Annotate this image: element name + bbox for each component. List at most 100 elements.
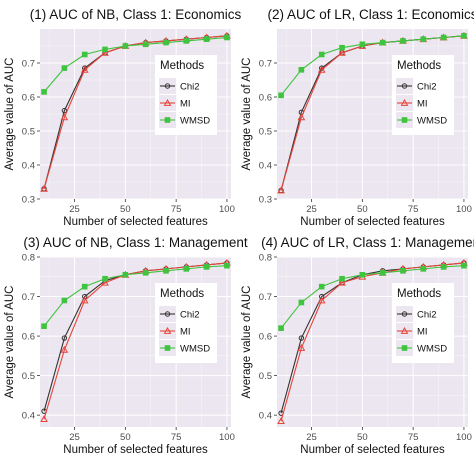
legend-label-wmsd: WMSD xyxy=(180,116,210,127)
legend-key-marker-wmsd xyxy=(164,117,171,123)
x-tick-label: 50 xyxy=(357,204,368,215)
data-point-wmsd xyxy=(183,266,190,272)
legend: Methods Chi2 MI WMSD xyxy=(155,55,217,135)
x-axis-label: Number of selected features xyxy=(63,444,208,453)
y-tick-label: 0.5 xyxy=(22,371,35,382)
data-point-wmsd xyxy=(420,266,427,272)
data-point-mi xyxy=(338,278,346,286)
data-point-wmsd xyxy=(440,264,447,270)
y-tick-label: 0.4 xyxy=(22,411,35,422)
y-axis-label: Average value of AUC xyxy=(241,286,253,399)
y-axis-label: Average value of AUC xyxy=(4,286,16,399)
y-tick-label: 0.5 xyxy=(22,127,35,138)
data-point-wmsd xyxy=(224,262,230,269)
series-line-mi xyxy=(43,262,227,420)
data-point-mi xyxy=(101,48,109,56)
data-point-wmsd xyxy=(278,92,284,99)
x-tick-label: 50 xyxy=(357,432,368,443)
data-point-wmsd xyxy=(122,43,129,49)
series-line-wmsd xyxy=(43,265,227,327)
data-point-wmsd xyxy=(359,41,366,48)
legend-key-marker-chi2 xyxy=(164,83,171,89)
legend-label-chi2: Chi2 xyxy=(417,310,437,321)
x-tick-label: 75 xyxy=(171,204,182,215)
y-tick-label: 0.7 xyxy=(22,292,35,303)
legend: Methods Chi2 MI WMSD xyxy=(392,283,454,363)
legend-title: Methods xyxy=(397,60,441,72)
y-tick-label: 0.8 xyxy=(259,253,272,264)
legend-title: Methods xyxy=(160,288,204,300)
y-tick-label: 0.8 xyxy=(22,253,35,264)
data-point-mi xyxy=(101,278,109,286)
data-point-wmsd xyxy=(183,38,190,44)
data-point-mi xyxy=(60,345,69,353)
legend-key-marker-mi xyxy=(400,326,409,334)
x-tick-label: 25 xyxy=(306,432,317,443)
data-point-wmsd xyxy=(102,275,108,282)
y-tick-label: 0.5 xyxy=(259,127,272,138)
data-point-chi2 xyxy=(298,335,305,341)
x-tick-label: 100 xyxy=(219,204,235,215)
data-point-chi2 xyxy=(82,293,88,300)
legend: Methods Chi2 MI WMSD xyxy=(392,55,454,135)
x-tick-label: 25 xyxy=(69,432,80,443)
y-tick-label: 0.6 xyxy=(22,332,35,343)
x-tick-label: 50 xyxy=(120,204,131,215)
y-tick-label: 0.4 xyxy=(259,161,272,172)
data-point-wmsd xyxy=(142,41,149,48)
data-point-wmsd xyxy=(61,65,68,71)
legend-label-mi: MI xyxy=(180,327,191,338)
y-tick-label: 0.7 xyxy=(259,292,272,303)
data-point-mi xyxy=(297,113,306,121)
data-point-wmsd xyxy=(318,283,325,290)
legend-label-wmsd: WMSD xyxy=(180,344,210,355)
x-tick-label: 75 xyxy=(408,204,419,215)
data-point-mi xyxy=(297,343,306,351)
data-point-wmsd xyxy=(81,51,88,58)
data-point-wmsd xyxy=(61,297,68,304)
data-point-wmsd xyxy=(339,275,345,282)
legend-key-marker-wmsd xyxy=(401,345,408,351)
chart-title: (2) AUC of LR, Class 1: Economics xyxy=(267,7,474,22)
data-point-mi xyxy=(317,65,326,73)
y-tick-label: 0.4 xyxy=(22,161,35,172)
x-tick-label: 25 xyxy=(69,204,80,215)
data-point-mi xyxy=(317,296,326,304)
data-point-wmsd xyxy=(142,270,149,276)
legend-key-marker-mi xyxy=(400,98,409,106)
x-tick-label: 100 xyxy=(219,432,235,443)
legend-key-marker-mi xyxy=(163,326,172,334)
data-point-wmsd xyxy=(461,33,467,39)
legend-label-chi2: Chi2 xyxy=(180,310,200,321)
legend-title: Methods xyxy=(160,60,204,72)
data-point-wmsd xyxy=(339,44,345,51)
data-point-mi xyxy=(40,184,48,192)
legend-title: Methods xyxy=(397,288,441,300)
x-axis-label: Number of selected features xyxy=(300,216,445,228)
data-point-wmsd xyxy=(318,51,325,58)
data-point-mi xyxy=(40,415,48,422)
chart-panel-2: (2) AUC of LR, Class 1: Economics 0.3 0.4 0… xyxy=(241,7,474,228)
x-tick-label: 75 xyxy=(408,432,419,443)
legend-key-marker-chi2 xyxy=(401,83,408,89)
x-tick-label: 25 xyxy=(306,204,317,215)
data-point-mi xyxy=(80,296,89,304)
x-axis-label: Number of selected features xyxy=(63,216,208,228)
legend-label-chi2: Chi2 xyxy=(417,82,437,93)
y-tick-label: 0.6 xyxy=(259,332,272,343)
data-point-wmsd xyxy=(163,268,169,274)
data-point-wmsd xyxy=(298,299,305,306)
data-point-wmsd xyxy=(400,38,406,44)
data-point-mi xyxy=(277,417,285,424)
chart-panel-1: (1) AUC of NB, Class 1: Economics 0.3 0.4 0… xyxy=(4,7,242,228)
data-point-mi xyxy=(338,48,346,56)
legend-label-mi: MI xyxy=(180,99,191,110)
y-axis-label: Average value of AUC xyxy=(4,58,16,171)
x-tick-label: 75 xyxy=(171,432,182,443)
data-point-wmsd xyxy=(41,89,47,95)
y-tick-label: 0.3 xyxy=(22,195,35,206)
legend-label-wmsd: WMSD xyxy=(417,344,447,355)
data-point-wmsd xyxy=(278,325,284,331)
data-point-wmsd xyxy=(81,283,88,290)
